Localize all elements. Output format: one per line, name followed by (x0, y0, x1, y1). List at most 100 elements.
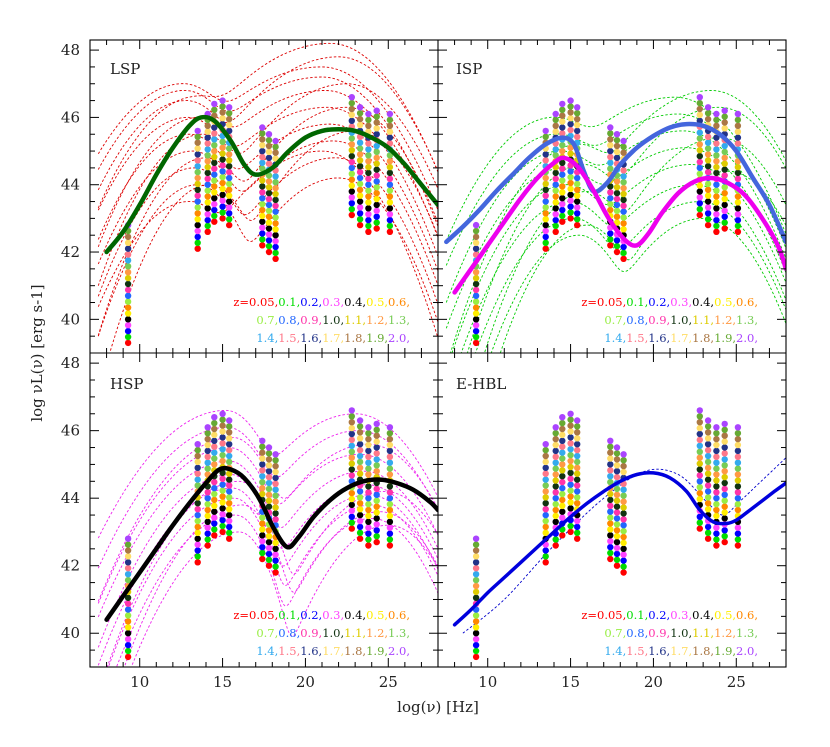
sensitivity-point (713, 152, 720, 159)
x-tick-label: 25 (727, 673, 746, 691)
sensitivity-point (211, 425, 218, 433)
sensitivity-point (567, 109, 574, 116)
legend-entry: 0.9, (648, 626, 670, 640)
sensitivity-point (607, 532, 614, 539)
sensitivity-point (734, 199, 742, 206)
sensitivity-point (204, 441, 211, 449)
sensitivity-point (734, 536, 742, 543)
sensitivity-point (348, 194, 355, 201)
sensitivity-point (552, 193, 559, 200)
sensitivity-point (124, 630, 132, 637)
sensitivity-point (211, 490, 218, 498)
sensitivity-point (713, 530, 720, 537)
sensitivity-point (365, 518, 372, 525)
legend-entry: z=0.05, (233, 295, 278, 309)
sensitivity-point (734, 216, 742, 224)
sensitivity-point (696, 182, 703, 189)
sensitivity-point (704, 204, 712, 211)
sensitivity-point (613, 142, 621, 150)
sensitivity-point (211, 437, 218, 444)
sensitivity-point (272, 214, 279, 221)
sensitivity-point (348, 200, 355, 207)
sensitivity-point (272, 516, 279, 523)
legend-entry: 0.1, (278, 608, 300, 622)
model-curve-11 (109, 130, 438, 353)
sensitivity-point (265, 231, 273, 238)
model-curve-7 (97, 76, 438, 228)
legend-entry: z=0.05, (233, 608, 278, 622)
sensitivity-point (265, 562, 273, 569)
sensitivity-point (696, 513, 703, 520)
sensitivity-point (620, 486, 627, 493)
sensitivity-point (542, 547, 549, 554)
sensitivity-point (620, 545, 627, 552)
panel-isp: z=0.05,0.1,0.2,0.3,0.4,0.5,0.6,0.7,0.8,0… (444, 60, 786, 353)
sensitivity-point (386, 205, 394, 212)
sensitivity-point (472, 286, 480, 294)
sensitivity-point (272, 190, 279, 198)
mean-curve-1 (444, 121, 786, 245)
sensitivity-point (365, 199, 372, 206)
sensitivity-point (386, 465, 394, 472)
sensitivity-point (365, 146, 372, 153)
sensitivity-point (211, 177, 218, 184)
sensitivity-point (574, 127, 581, 135)
sensitivity-point (194, 547, 201, 554)
sensitivity-point (219, 428, 226, 435)
sensitivity-point (194, 186, 201, 193)
sensitivity-point (272, 155, 279, 162)
model-curve-6 (97, 90, 438, 239)
legend-row: 1.4,1.5,1.6,1.7,1.8,1.9,2.0, (604, 644, 758, 658)
sensitivity-point (613, 131, 621, 138)
sensitivity-point (204, 122, 211, 129)
sensitivity-point (348, 152, 355, 160)
sensitivity-point (226, 500, 233, 507)
sensitivity-point (704, 115, 712, 123)
sensitivity-point (365, 181, 372, 188)
sensitivity-point (356, 435, 364, 442)
sensitivity-point (226, 115, 233, 123)
sensitivity-point (696, 478, 703, 485)
legend-row: 0.7,0.8,0.9,1.0,1.1,1.2,1.3, (604, 626, 758, 640)
legend-entry: 0.6, (736, 608, 758, 622)
sensitivity-point (348, 525, 355, 532)
sensitivity-point (348, 460, 355, 467)
sensitivity-point (272, 510, 279, 517)
sensitivity-point (265, 201, 273, 209)
legend-entry: 2.0, (388, 644, 410, 658)
sensitivity-point (620, 137, 627, 145)
sensitivity-point (194, 464, 201, 471)
sensitivity-point (259, 543, 266, 551)
sensitivity-point (613, 136, 621, 144)
sensitivity-point (211, 136, 218, 143)
sensitivity-point (713, 500, 720, 508)
sensitivity-point (194, 470, 201, 477)
sensitivity-point (567, 144, 574, 151)
sensitivity-point (124, 559, 132, 566)
sensitivity-point (552, 175, 559, 182)
sensitivity-point (704, 417, 712, 424)
model-curve-11 (106, 480, 438, 667)
sensitivity-point (734, 222, 742, 230)
sensitivity-point (542, 511, 549, 519)
sensitivity-point (704, 210, 712, 217)
sensitivity-point (721, 479, 728, 487)
sensitivity-point (734, 459, 742, 466)
sensitivity-point (613, 562, 621, 569)
sensitivity-point (613, 497, 621, 504)
sensitivity-point (386, 158, 394, 165)
sensitivity-point (356, 168, 364, 176)
sensitivity-point (713, 187, 720, 194)
legend-entry: 0.6, (388, 295, 410, 309)
sensitivity-point (620, 504, 627, 511)
sensitivity-point (734, 193, 742, 200)
sensitivity-point (259, 200, 266, 208)
sensitivity-point (704, 139, 712, 146)
sensitivity-point (373, 142, 380, 150)
sensitivity-point (613, 556, 621, 563)
sensitivity-point (559, 124, 566, 131)
sensitivity-point (704, 500, 712, 507)
model-curve-10 (466, 106, 786, 353)
sensitivity-point (696, 117, 703, 125)
sensitivity-point (713, 163, 720, 171)
